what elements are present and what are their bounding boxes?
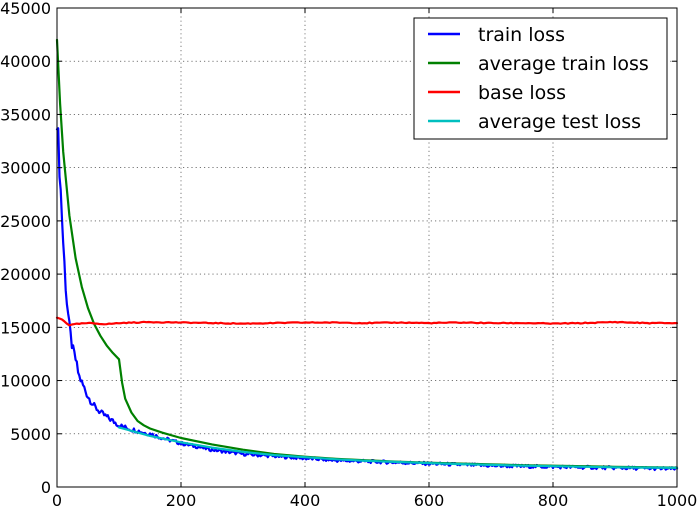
y-tick-label: 5000 [10,425,51,444]
legend-label: base loss [478,82,566,104]
series-lines [55,38,679,472]
y-tick-label: 25000 [0,212,51,231]
y-tick-label: 40000 [0,52,51,71]
y-tick-label: 45000 [0,0,51,18]
plot-area-frame [56,7,678,488]
legend-box [413,17,668,140]
y-tick-label: 30000 [0,159,51,178]
legend-label: train loss [478,24,565,46]
legend: train loss average train loss base loss ave… [413,17,668,140]
x-tick-label: 1000 [657,491,698,508]
y-tick-label: 0 [41,478,51,497]
x-tick-label: 600 [414,491,445,508]
y-tick-label: 35000 [0,105,51,124]
y-tick-label: 10000 [0,372,51,391]
legend-label: average test loss [478,111,641,133]
x-tick-label: 400 [290,491,321,508]
series-line-train-loss [55,127,679,472]
y-tick-label: 15000 [0,318,51,337]
x-tick-label: 800 [538,491,569,508]
x-tick-label: 200 [166,491,197,508]
series-line-average-test-loss [117,426,679,469]
legend-label: average train loss [478,53,649,75]
x-tick-label: 0 [52,491,62,508]
series-line-base-loss [55,316,679,327]
y-tick-label: 20000 [0,265,51,284]
